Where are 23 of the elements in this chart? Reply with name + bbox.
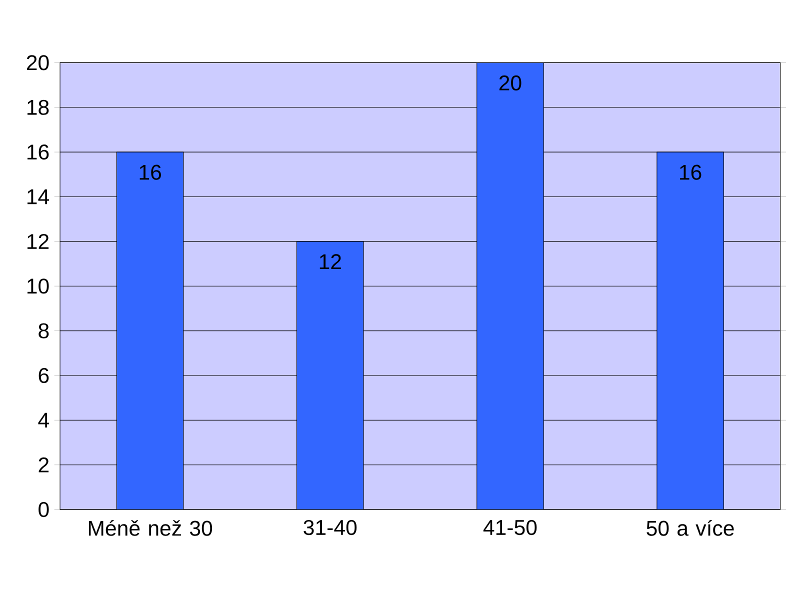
x-tick-label: Méně než 30 <box>88 520 212 536</box>
y-tick-label: 2 <box>38 457 49 472</box>
data-label: 16 <box>140 164 161 180</box>
y-tick-label: 4 <box>38 412 49 428</box>
bar <box>656 152 724 510</box>
y-tick-label: 12 <box>28 234 49 249</box>
y-tick-label: 10 <box>28 278 49 294</box>
data-label: 16 <box>680 164 702 180</box>
y-tick-label: 8 <box>38 323 49 338</box>
x-tick-label: 41-50 <box>483 520 537 535</box>
bar <box>116 152 184 510</box>
bar <box>296 241 364 510</box>
y-tick-label: 16 <box>28 144 49 160</box>
y-tick-label: 18 <box>28 100 49 115</box>
data-label: 12 <box>320 254 341 269</box>
bar <box>476 62 544 510</box>
y-tick-label: 14 <box>28 189 49 204</box>
y-tick-label: 6 <box>38 368 49 383</box>
y-tick-label: 20 <box>26 55 49 70</box>
data-label: 20 <box>499 75 522 90</box>
x-tick-label: 50 a více <box>646 520 734 536</box>
y-tick-label: 0 <box>38 502 49 517</box>
x-tick-label: 31-40 <box>304 520 357 535</box>
